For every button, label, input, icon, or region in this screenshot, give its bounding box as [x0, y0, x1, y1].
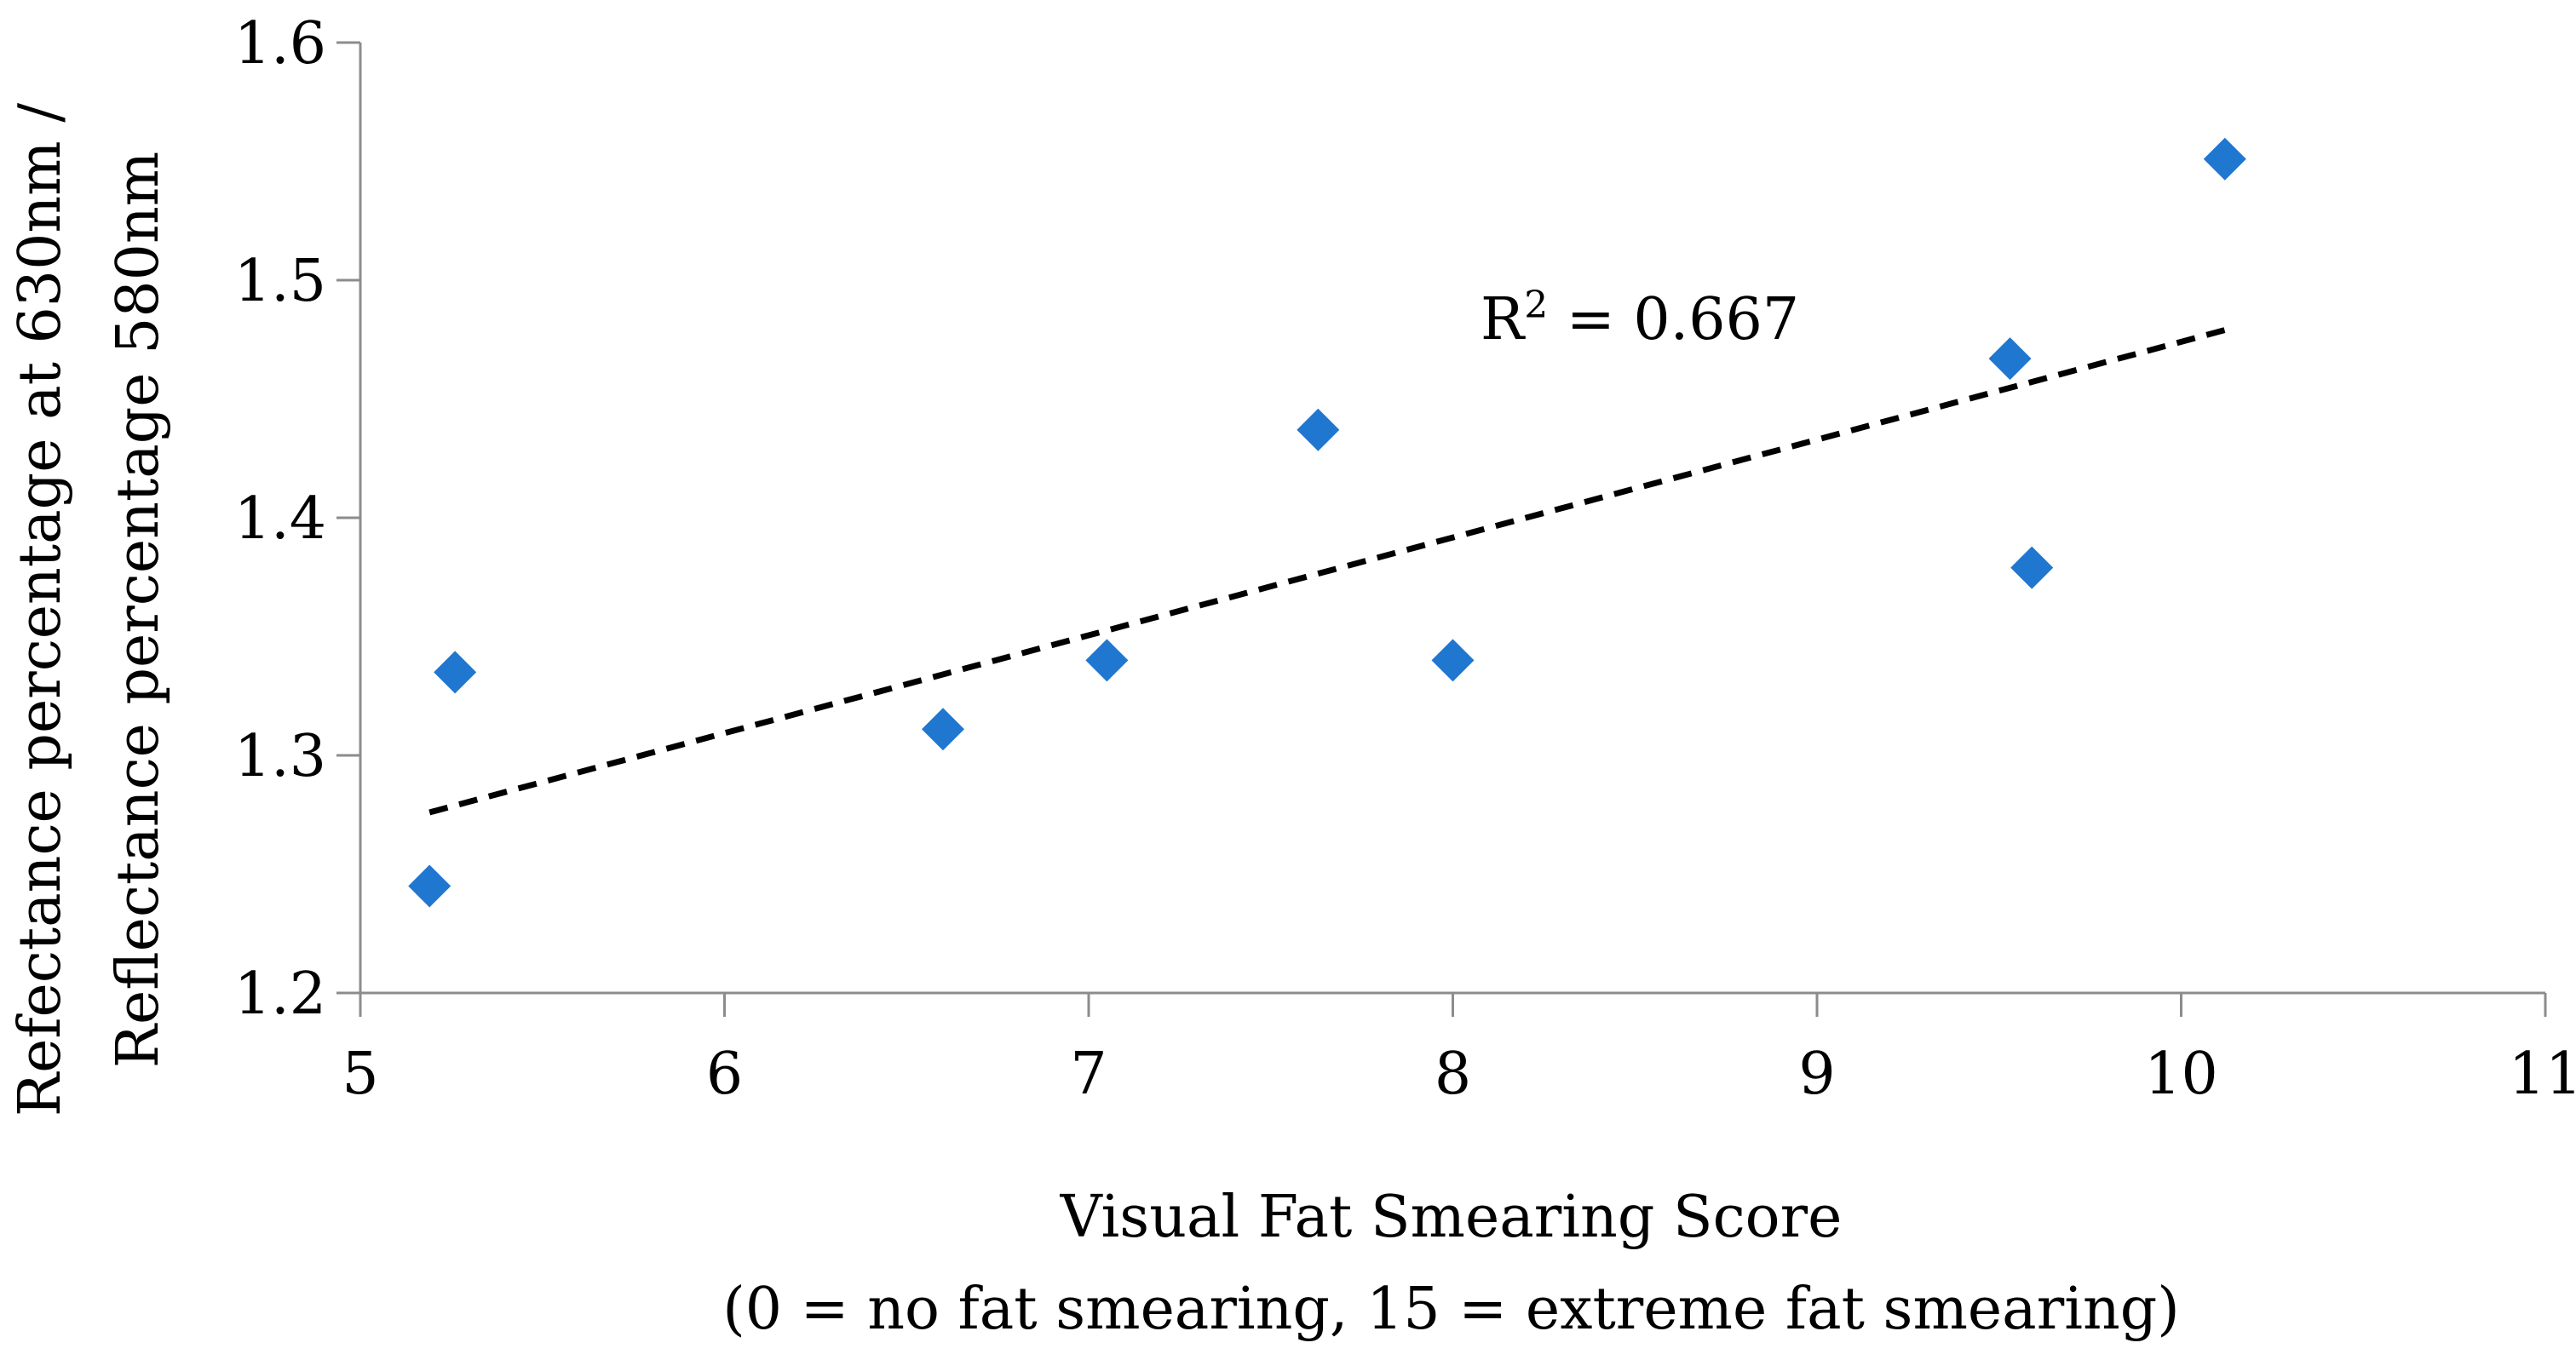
data-points	[408, 137, 2246, 908]
data-point-4	[1085, 639, 1129, 682]
x-axis-title: Visual Fat Smearing Score	[1060, 1184, 1843, 1251]
axes	[359, 43, 2545, 995]
x-tick-label: 5	[342, 1041, 378, 1108]
y-tick-label: 1.6	[234, 10, 326, 77]
x-ticks: 5 6 7 8 9 10 11	[342, 993, 2576, 1108]
r2-value: 0.667	[1633, 286, 1799, 353]
y-tick-label: 1.4	[234, 485, 326, 553]
r2-equals: =	[1548, 286, 1633, 353]
data-point-6	[1431, 639, 1475, 682]
x-axis-subtitle: (0 = no fat smearing, 15 = extreme fat s…	[722, 1276, 2180, 1343]
x-tick-label: 9	[1798, 1041, 1835, 1108]
data-point-2	[434, 651, 477, 694]
data-point-1	[408, 864, 451, 908]
y-axis-title-line2: Reflectance percentage 580nm	[105, 152, 172, 1068]
y-tick-label: 1.5	[234, 248, 326, 315]
y-ticks: 1.2 1.3 1.4 1.5 1.6	[234, 10, 360, 1028]
data-point-3	[922, 708, 964, 751]
data-point-7	[1988, 337, 2032, 381]
data-point-9	[2203, 137, 2246, 181]
x-tick-label: 10	[2144, 1041, 2218, 1108]
trendline	[428, 327, 2226, 816]
y-tick-label: 1.2	[234, 961, 326, 1028]
x-tick-label: 11	[2509, 1041, 2576, 1108]
r2-prefix: R	[1481, 286, 1526, 353]
y-axis-title-line1: Refectance percentage at 630nm /	[7, 103, 74, 1116]
data-point-8	[2010, 546, 2054, 589]
x-tick-label: 8	[1435, 1041, 1471, 1108]
r2-superscript: 2	[1524, 284, 1548, 327]
x-tick-label: 7	[1070, 1041, 1107, 1108]
data-point-5	[1297, 408, 1340, 451]
x-tick-label: 6	[706, 1041, 743, 1108]
y-tick-label: 1.3	[234, 723, 326, 790]
r-squared-label: R2 = 0.667	[1481, 284, 1799, 354]
